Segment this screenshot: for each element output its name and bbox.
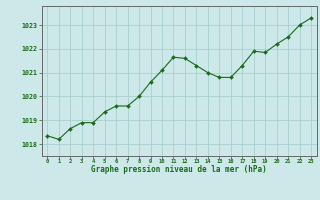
X-axis label: Graphe pression niveau de la mer (hPa): Graphe pression niveau de la mer (hPa): [91, 165, 267, 174]
